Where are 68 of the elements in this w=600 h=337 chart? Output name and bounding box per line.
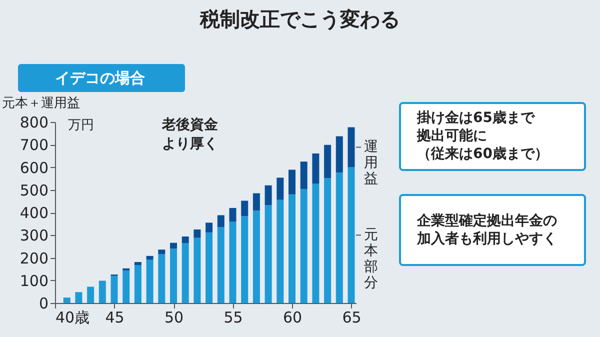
bar [264, 205, 272, 303]
bar [348, 127, 355, 168]
annotation: 万円 [68, 118, 94, 133]
y-tick-label: 200 [20, 249, 48, 268]
bar [252, 193, 260, 211]
bar [241, 200, 248, 216]
y-tick-label: 800 [20, 114, 48, 132]
y-tick-label: 600 [20, 158, 48, 177]
bar [229, 208, 236, 222]
bar [170, 248, 178, 303]
bar [194, 229, 201, 238]
bar [146, 260, 154, 303]
bar [288, 170, 296, 194]
bar [300, 162, 308, 189]
bar [336, 136, 343, 173]
bar [110, 276, 118, 303]
bar [75, 292, 82, 303]
x-tick-label: 55 [224, 308, 243, 326]
bar [63, 298, 70, 303]
y-tick-label: 500 [20, 181, 48, 200]
series-label: 運用益 [364, 139, 378, 188]
x-tick-label: 50 [164, 308, 184, 326]
bar [336, 172, 343, 303]
bar [170, 242, 178, 249]
bar [134, 264, 142, 303]
bar [276, 200, 284, 303]
y-tick-label: 700 [20, 136, 48, 154]
bar [276, 178, 284, 200]
bar [217, 215, 224, 227]
bar [158, 250, 166, 254]
x-tick-label: 45 [105, 308, 124, 326]
bar [252, 210, 260, 303]
annotation: 老後資金より厚く [161, 117, 219, 152]
bar [206, 222, 213, 232]
bar [206, 232, 213, 303]
bar [264, 185, 272, 206]
bar [194, 238, 201, 303]
x-tick-label: 65 [342, 308, 362, 326]
bar [288, 194, 296, 303]
bar [312, 153, 320, 184]
x-tick-label: 40歳 [56, 308, 90, 326]
bar [146, 256, 154, 260]
text: 掛け金は65歳まで拠出可能に（従来は60歳まで） [416, 110, 548, 162]
chart-title: 税制改正でこう変わる [199, 7, 400, 31]
bar [158, 254, 166, 303]
bar [312, 184, 320, 303]
bar [229, 222, 236, 303]
bar [98, 281, 106, 303]
y-tick-label: 100 [20, 272, 48, 290]
bar [182, 243, 189, 303]
bar [182, 236, 189, 244]
chart-subtitle: イデコの場合 [55, 69, 145, 87]
bar [134, 262, 142, 265]
y-axis-title: 元本＋運用益 [2, 96, 80, 111]
y-tick-label: 0 [38, 294, 48, 312]
bar [324, 144, 332, 178]
y-tick-label: 300 [20, 226, 48, 245]
bar [87, 286, 94, 303]
bar [217, 226, 224, 303]
bar [122, 270, 130, 303]
bar [324, 178, 332, 303]
x-tick-label: 60 [282, 308, 302, 326]
bar [348, 167, 355, 303]
series-label: 元本部分 [364, 227, 378, 292]
y-tick-label: 400 [20, 204, 48, 222]
text: 企業型確定拠出年金の加入者も利用しやすく [416, 212, 557, 247]
bar [241, 216, 248, 303]
bar [300, 188, 308, 303]
